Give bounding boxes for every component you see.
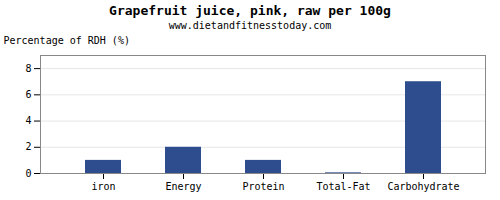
svg-text:Carbohydrate: Carbohydrate bbox=[387, 181, 459, 192]
svg-text:Percentage of RDH (%): Percentage of RDH (%) bbox=[4, 35, 130, 46]
svg-text:0: 0 bbox=[25, 168, 31, 179]
svg-text:iron: iron bbox=[91, 181, 115, 192]
svg-text:Energy: Energy bbox=[165, 181, 201, 192]
svg-text:6: 6 bbox=[25, 89, 31, 100]
svg-text:4: 4 bbox=[25, 115, 31, 126]
svg-text:8: 8 bbox=[25, 63, 31, 74]
html-text:Grapefruit juice, pink, raw pe: Grapefruit juice, pink, raw per 100g bbox=[109, 3, 391, 18]
svg-text:Total-Fat: Total-Fat bbox=[316, 181, 370, 192]
html-text:www.dietandfitnesstoday.com: www.dietandfitnesstoday.com bbox=[168, 20, 332, 31]
svg-text:Protein: Protein bbox=[242, 181, 284, 192]
svg-text:2: 2 bbox=[25, 141, 31, 152]
